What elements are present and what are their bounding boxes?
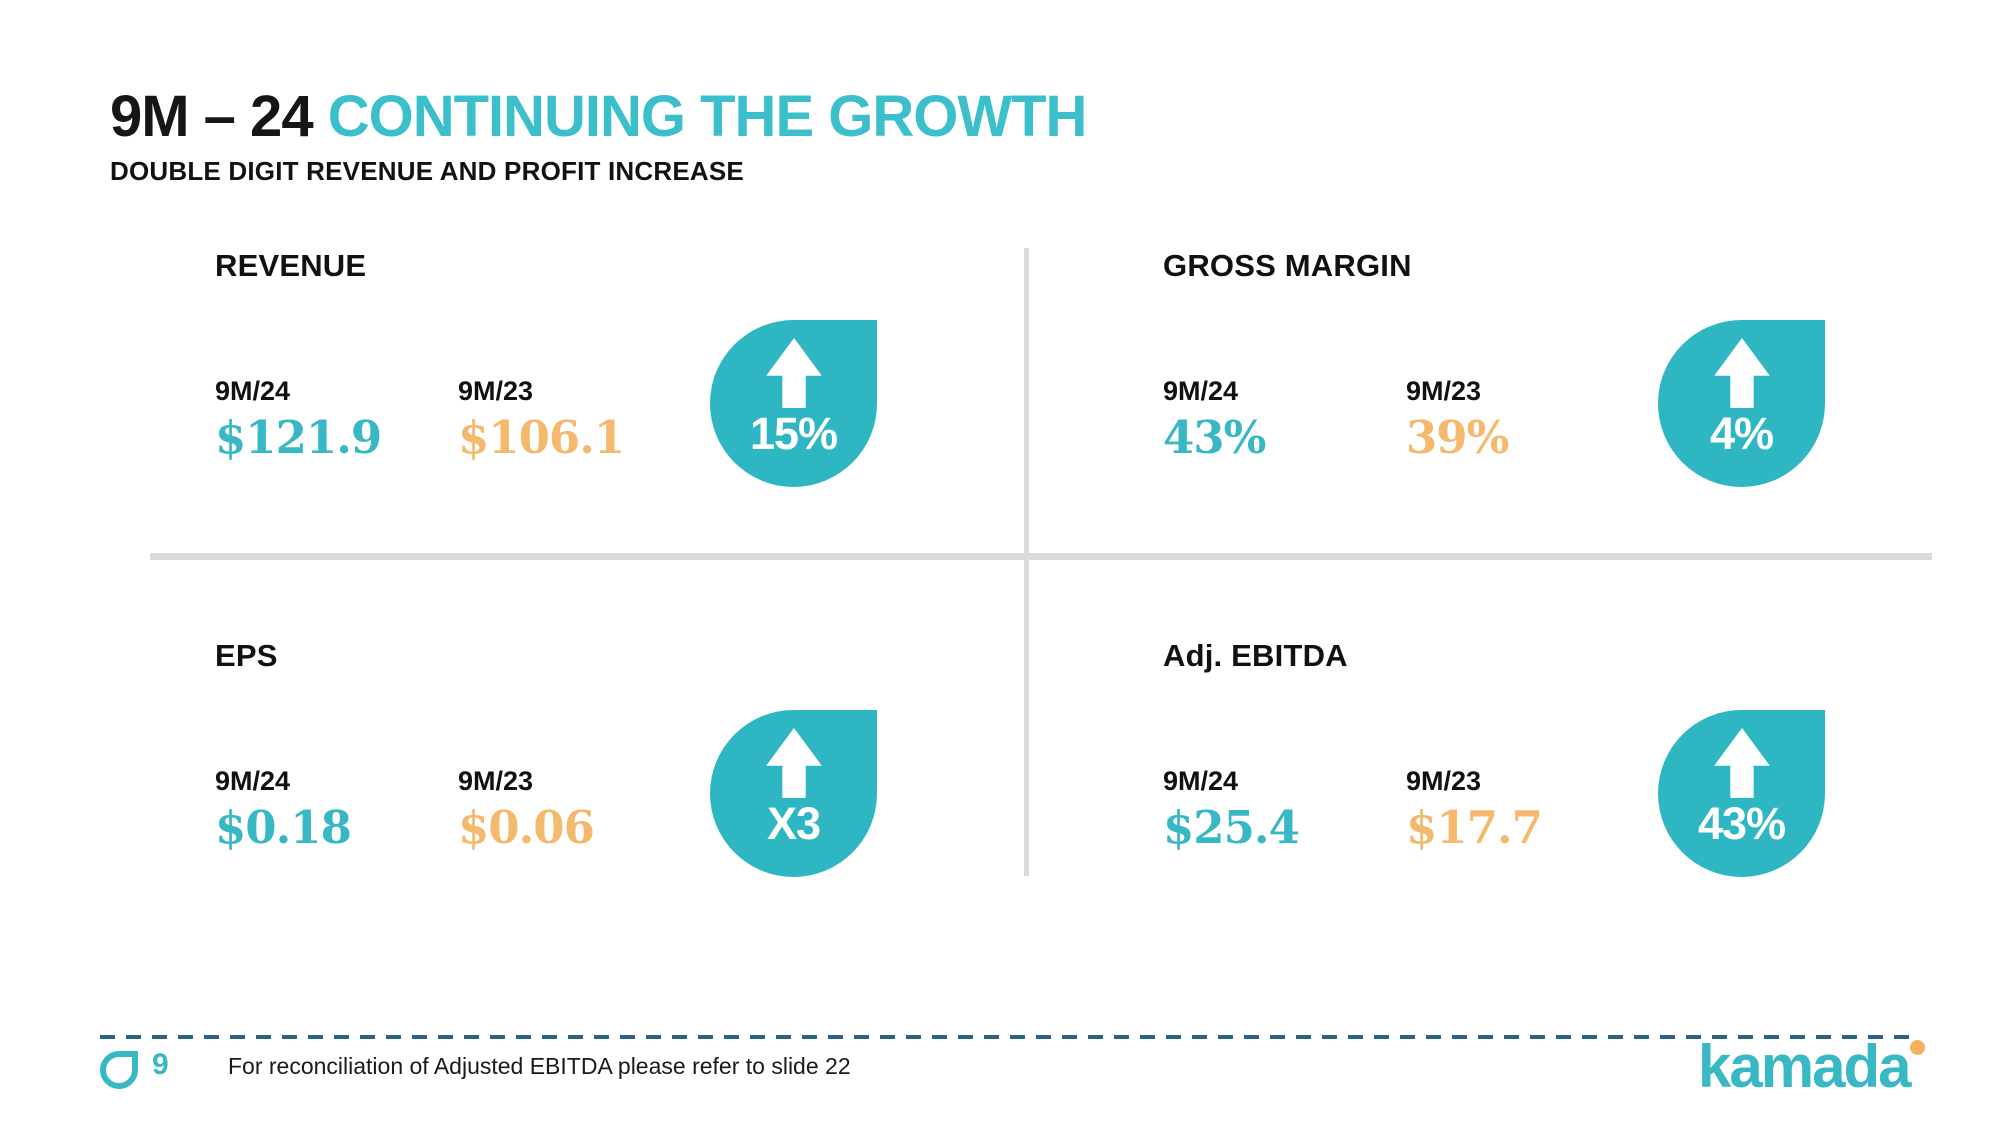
- current-period-stat: 9M/24 $121.9: [215, 376, 458, 464]
- page-subtitle: DOUBLE DIGIT REVENUE AND PROFIT INCREASE: [110, 156, 744, 186]
- up-arrow-icon: [1713, 728, 1770, 798]
- growth-badge: 43%: [1658, 710, 1825, 877]
- current-period-value: 43%: [1163, 411, 1266, 464]
- current-period-label: 9M/24: [1163, 766, 1239, 796]
- prior-period-label: 9M/23: [458, 766, 534, 796]
- page-title: 9M – 24 CONTINUING THE GROWTH: [110, 83, 1088, 150]
- vertical-divider: [1024, 248, 1029, 876]
- metric-values: 9M/24 $0.18 9M/23 $0.06: [215, 766, 701, 854]
- title-prefix: 9M – 24: [110, 83, 314, 149]
- current-period-value: $25.4: [1163, 801, 1300, 854]
- metric-values: 9M/24 $25.4 9M/23 $17.7: [1163, 766, 1649, 854]
- growth-badge: 15%: [710, 320, 877, 487]
- kamada-logo: kamada: [1698, 1032, 1926, 1101]
- footer-dashed-divider: [100, 1035, 1912, 1039]
- prior-period-label: 9M/23: [1406, 376, 1482, 406]
- metric-title: EPS: [215, 638, 278, 673]
- prior-period-value: 39%: [1406, 411, 1509, 464]
- page-number: 9: [152, 1048, 169, 1081]
- prior-period-value: $17.7: [1406, 801, 1543, 854]
- kamada-logo-text: kamada: [1698, 1033, 1911, 1100]
- growth-badge: 4%: [1658, 320, 1825, 487]
- prior-period-stat: 9M/23 $106.1: [458, 376, 701, 464]
- horizontal-divider: [150, 553, 1932, 560]
- prior-period-value: $106.1: [458, 411, 625, 464]
- current-period-stat: 9M/24 $25.4: [1163, 766, 1406, 854]
- metric-card-eps: EPS 9M/24 $0.18 9M/23 $0.06 X3: [215, 638, 945, 948]
- current-period-label: 9M/24: [1163, 376, 1239, 406]
- growth-value: 15%: [749, 408, 838, 459]
- metric-card-revenue: REVENUE 9M/24 $121.9 9M/23 $106.1 15%: [215, 248, 945, 558]
- footnote: For reconciliation of Adjusted EBITDA pl…: [228, 1053, 851, 1079]
- up-arrow-icon: [765, 338, 822, 408]
- metric-card-adj-ebitda: Adj. EBITDA 9M/24 $25.4 9M/23 $17.7 43%: [1163, 638, 1893, 948]
- metric-values: 9M/24 $121.9 9M/23 $106.1: [215, 376, 701, 464]
- metric-title: REVENUE: [215, 248, 367, 283]
- growth-value: 4%: [1709, 408, 1774, 459]
- growth-badge: X3: [710, 710, 877, 877]
- current-period-value: $0.18: [215, 801, 352, 854]
- title-highlight: CONTINUING THE GROWTH: [327, 83, 1088, 149]
- current-period-value: $121.9: [215, 411, 382, 464]
- prior-period-stat: 9M/23 39%: [1406, 376, 1649, 464]
- current-period-label: 9M/24: [215, 376, 291, 406]
- kamada-logo-mark-icon: [100, 1051, 138, 1089]
- logo-dot-icon: [1910, 1040, 1926, 1055]
- growth-value: 43%: [1697, 798, 1786, 849]
- metric-title: GROSS MARGIN: [1163, 248, 1412, 283]
- up-arrow-icon: [765, 728, 822, 798]
- prior-period-stat: 9M/23 $0.06: [458, 766, 701, 854]
- metric-title: Adj. EBITDA: [1163, 638, 1348, 673]
- up-arrow-icon: [1713, 338, 1770, 408]
- metric-card-gross-margin: GROSS MARGIN 9M/24 43% 9M/23 39% 4%: [1163, 248, 1893, 558]
- prior-period-label: 9M/23: [1406, 766, 1482, 796]
- prior-period-label: 9M/23: [458, 376, 534, 406]
- prior-period-value: $0.06: [458, 801, 595, 854]
- current-period-stat: 9M/24 43%: [1163, 376, 1406, 464]
- prior-period-stat: 9M/23 $17.7: [1406, 766, 1649, 854]
- metric-values: 9M/24 43% 9M/23 39%: [1163, 376, 1649, 464]
- current-period-label: 9M/24: [215, 766, 291, 796]
- growth-value: X3: [766, 798, 821, 849]
- current-period-stat: 9M/24 $0.18: [215, 766, 458, 854]
